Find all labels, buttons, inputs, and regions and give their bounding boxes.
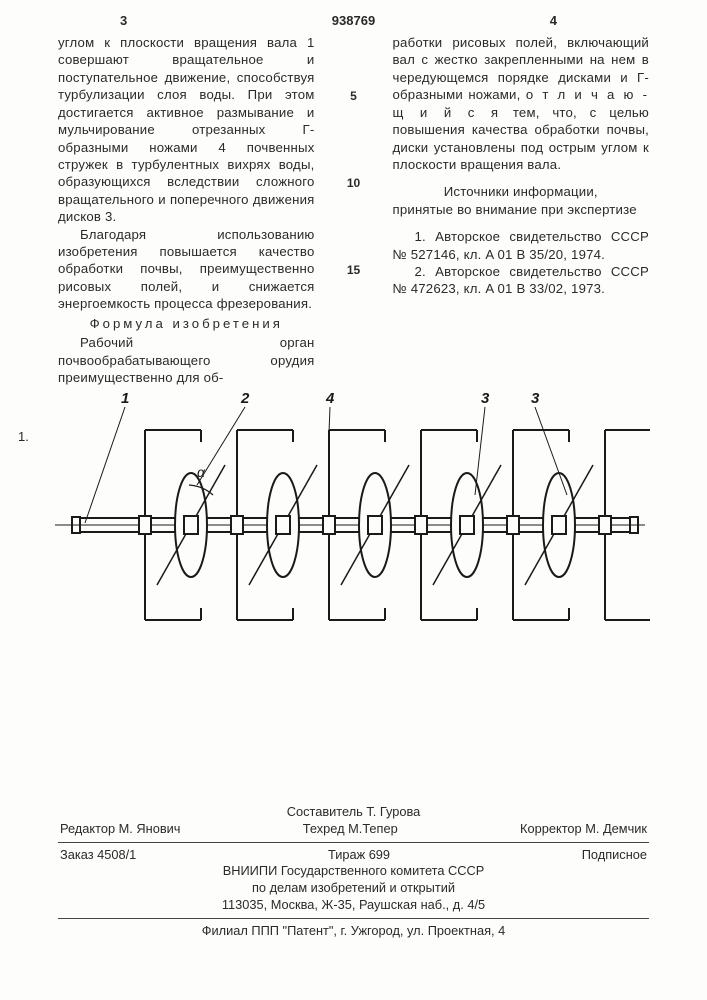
svg-text:4: 4 [325, 390, 335, 407]
text-columns: углом к плоскости вращения вала 1 соверш… [58, 34, 649, 386]
left-column: углом к плоскости вращения вала 1 соверш… [58, 34, 315, 386]
tech-editor-name: Техред М.Тепер [303, 821, 398, 838]
order-number: Заказ 4508/1 [60, 847, 136, 864]
corrector-name: Корректор М. Демчик [520, 821, 647, 838]
svg-text:3: 3 [531, 390, 540, 407]
divider [58, 842, 649, 843]
side-mark: 1. [18, 428, 29, 445]
left-para-2: Благодаря использованию изобретения повы… [58, 226, 315, 313]
line-number-gutter: 51015 [345, 36, 363, 386]
page-number-left: 3 [120, 12, 127, 29]
divider [58, 918, 649, 919]
document-number: 938769 [332, 12, 375, 29]
print-run: Тираж 699 [328, 847, 390, 864]
claim-spaced-2: щ и й с я [393, 105, 501, 120]
subscription: Подписное [582, 847, 647, 864]
sources-title: Источники информации, [393, 183, 650, 200]
svg-text:3: 3 [481, 390, 490, 407]
sources-subtitle: принятые во внимание при экспертизе [393, 201, 650, 218]
editor-name: Редактор М. Янович [60, 821, 180, 838]
reference-1: 1. Авторское свидетельство СССР № 527146… [393, 228, 650, 263]
imprint-footer: Составитель Т. Гурова Редактор М. Янович… [58, 804, 649, 940]
technical-figure: α12433 [50, 385, 650, 625]
svg-text:1: 1 [121, 390, 129, 407]
publisher-line-2: по делам изобретений и открытий [58, 880, 649, 897]
publisher-line-1: ВНИИПИ Государственного комитета СССР [58, 863, 649, 880]
formula-heading: Формула изобретения [58, 315, 315, 332]
compiler-line: Составитель Т. Гурова [58, 804, 649, 821]
publisher-address: 113035, Москва, Ж-35, Раушская наб., д. … [58, 897, 649, 914]
claim-spaced-1: о т л и ч а ю - [526, 87, 649, 102]
left-para-3: Рабочий орган почвообрабатывающего оруди… [58, 334, 315, 386]
credits-row: Редактор М. Янович Техред М.Тепер Коррек… [58, 821, 649, 838]
reference-2: 2. Авторское свидетельство СССР № 472623… [393, 263, 650, 298]
left-para-1: углом к плоскости вращения вала 1 соверш… [58, 34, 315, 226]
branch-line: Филиал ППП "Патент", г. Ужгород, ул. Про… [58, 923, 649, 940]
right-para-1: работки рисовых полей, включающий вал с … [393, 34, 650, 173]
order-row: Заказ 4508/1 Тираж 699 Подписное [58, 847, 649, 864]
right-column: работки рисовых полей, включающий вал с … [393, 34, 650, 386]
svg-text:2: 2 [240, 390, 250, 407]
page-number-right: 4 [550, 12, 557, 29]
